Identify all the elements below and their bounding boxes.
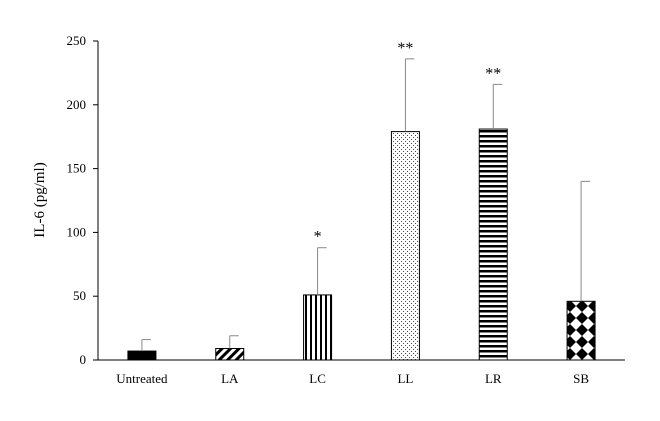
x-tick-label: LR <box>485 371 502 386</box>
y-tick-label: 150 <box>67 161 87 176</box>
y-tick-label: 50 <box>73 288 86 303</box>
x-tick-label: Untreated <box>116 371 168 386</box>
y-tick-label: 200 <box>67 97 87 112</box>
y-axis-ticks: 0 50 100 150 200 250 <box>67 33 98 367</box>
x-tick-label: LL <box>397 371 413 386</box>
significance-label: ** <box>485 65 501 82</box>
y-tick-label: 250 <box>67 33 87 48</box>
y-axis-title: IL-6 (pg/ml) <box>32 162 48 237</box>
error-bars <box>141 58 591 352</box>
significance-label: * <box>314 229 322 246</box>
x-tick-label: LA <box>221 371 239 386</box>
y-tick-label: 100 <box>67 224 87 239</box>
significance-label: ** <box>397 40 413 57</box>
bar-lc <box>303 294 333 361</box>
bar-sb <box>566 300 596 361</box>
bars <box>127 128 596 361</box>
x-axis-ticks: Untreated LA LC LL LR SB <box>116 371 589 386</box>
bar-ll <box>390 131 420 361</box>
bar-untreated <box>127 350 157 361</box>
x-tick-label: LC <box>309 371 326 386</box>
bar-la <box>215 348 245 361</box>
y-tick-label: 0 <box>80 352 87 367</box>
x-tick-label: SB <box>573 371 589 386</box>
significance-labels: ***** <box>314 40 502 246</box>
bar-lr <box>478 128 508 361</box>
